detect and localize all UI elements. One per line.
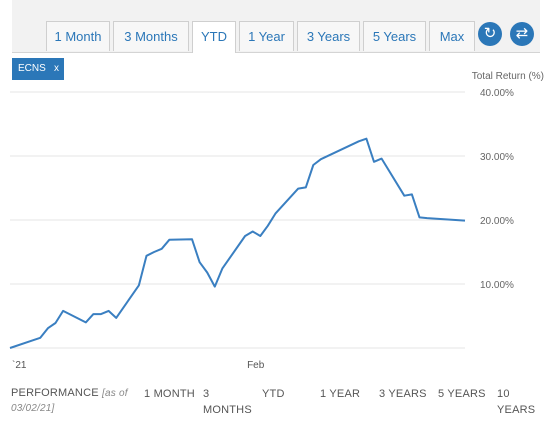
remove-series-button[interactable]: x xyxy=(54,63,59,74)
refresh-button[interactable]: ↻ xyxy=(478,22,502,46)
tab-max[interactable]: Max xyxy=(429,21,475,51)
perf-col-1-year: 1 YEAR xyxy=(320,388,361,400)
performance-label: PERFORMANCE xyxy=(11,387,99,399)
perf-col-1-month: 1 MONTH xyxy=(144,388,195,400)
perf-col-3-months: 3 MONTHS xyxy=(203,388,252,416)
period-tab-bar: 1 Month 3 Months YTD 1 Year 3 Years 5 Ye… xyxy=(12,0,540,53)
legend-chip-ecns: ECNS x xyxy=(12,58,64,80)
series-line-ecns xyxy=(9,137,466,349)
y-tick-label: 40.00% xyxy=(480,88,514,99)
tab-ytd[interactable]: YTD xyxy=(192,21,236,53)
chart-plot: 10.00% 20.00% 30.00% 40.00% `21 Feb xyxy=(9,88,514,371)
y-tick-label: 10.00% xyxy=(480,280,514,291)
tab-3-months[interactable]: 3 Months xyxy=(113,21,189,51)
tab-5-years[interactable]: 5 Years xyxy=(363,21,426,51)
perf-col-5-years: 5 YEARS xyxy=(438,388,486,400)
tab-1-year[interactable]: 1 Year xyxy=(239,21,294,51)
perf-col-3-years: 3 YEARS xyxy=(379,388,427,400)
performance-row: PERFORMANCE [as of 03/02/21] 1 MONTH 3 M… xyxy=(11,386,541,422)
performance-label-group: PERFORMANCE [as of 03/02/21] xyxy=(11,386,141,416)
y-axis-title: Total Return (%) xyxy=(471,71,544,82)
performance-as-of: [as of 03/02/21] xyxy=(11,388,128,414)
perf-col-10-years: 10 YEARS xyxy=(497,388,536,416)
legend-chip-label: ECNS xyxy=(18,63,46,74)
y-tick-label: 20.00% xyxy=(480,216,514,227)
tab-3-years[interactable]: 3 Years xyxy=(297,21,360,51)
swap-icon: ⇄ xyxy=(515,25,529,42)
tab-1-month[interactable]: 1 Month xyxy=(46,21,110,51)
refresh-icon: ↻ xyxy=(483,25,497,42)
perf-col-ytd: YTD xyxy=(262,388,285,400)
x-tick-label: `21 xyxy=(12,359,27,371)
y-tick-label: 30.00% xyxy=(480,152,514,163)
swap-button[interactable]: ⇄ xyxy=(510,22,534,46)
x-tick-label: Feb xyxy=(247,360,265,371)
